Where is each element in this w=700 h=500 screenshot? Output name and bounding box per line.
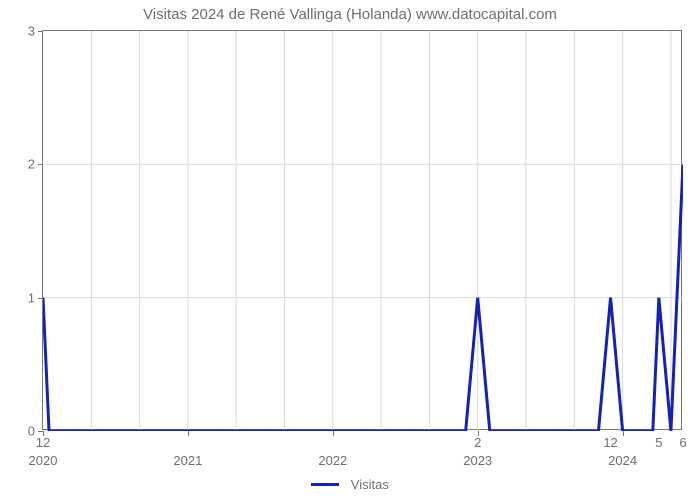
y-axis-tick-label: 1 bbox=[28, 290, 35, 305]
x-axis-major-tick-label: 2023 bbox=[463, 453, 492, 468]
x-axis-secondary-tick-label: 6 bbox=[679, 435, 686, 450]
x-axis-tick-mark bbox=[478, 431, 479, 436]
x-axis-secondary-tick-label: 5 bbox=[655, 435, 662, 450]
chart-container: Visitas 2024 de René Vallinga (Holanda) … bbox=[0, 0, 700, 500]
x-axis-tick-mark bbox=[623, 431, 624, 436]
x-axis-tick-mark bbox=[333, 431, 334, 436]
y-axis-tick-mark bbox=[38, 31, 43, 32]
chart-plot-area: 0123122125620202021202220232024 bbox=[42, 30, 682, 430]
x-axis-tick-mark bbox=[188, 431, 189, 436]
chart-title: Visitas 2024 de René Vallinga (Holanda) … bbox=[0, 6, 700, 23]
chart-legend: Visitas bbox=[0, 476, 700, 492]
x-axis-secondary-tick-label: 2 bbox=[474, 435, 481, 450]
y-axis-tick-label: 2 bbox=[28, 157, 35, 172]
x-axis-secondary-tick-label: 12 bbox=[36, 435, 50, 450]
y-axis-tick-label: 3 bbox=[28, 24, 35, 39]
y-axis-tick-mark bbox=[38, 298, 43, 299]
x-axis-secondary-tick-label: 12 bbox=[603, 435, 617, 450]
legend-label: Visitas bbox=[351, 477, 389, 492]
y-axis-tick-label: 0 bbox=[28, 424, 35, 439]
y-axis-tick-mark bbox=[38, 164, 43, 165]
x-axis-major-tick-label: 2021 bbox=[173, 453, 202, 468]
x-axis-tick-mark bbox=[43, 431, 44, 436]
chart-svg bbox=[43, 31, 683, 431]
x-axis-major-tick-label: 2024 bbox=[608, 453, 637, 468]
x-axis-major-tick-label: 2020 bbox=[29, 453, 58, 468]
x-axis-major-tick-label: 2022 bbox=[318, 453, 347, 468]
legend-swatch bbox=[311, 483, 339, 486]
